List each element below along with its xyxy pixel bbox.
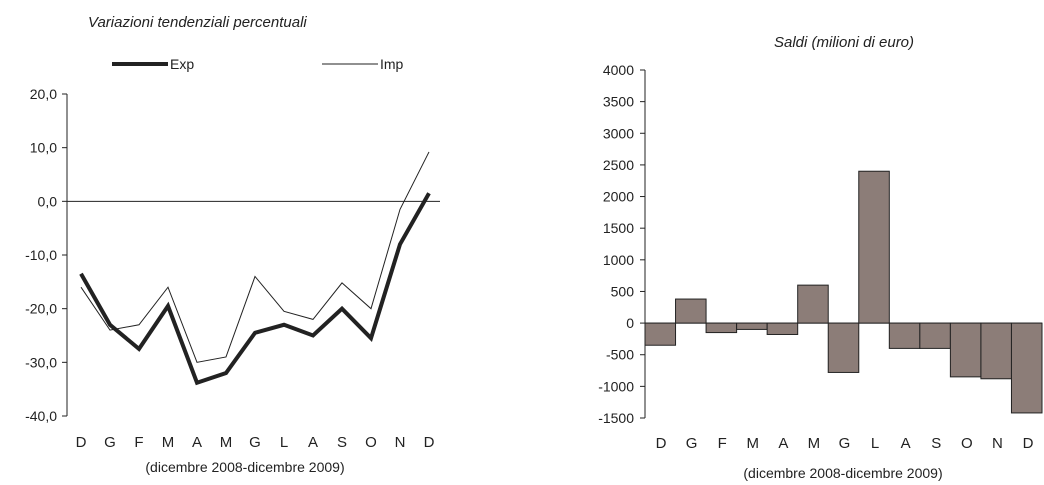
line-chart-x-tick-label: G — [249, 434, 261, 451]
bar — [888, 322, 921, 349]
line-chart-axes — [66, 94, 440, 416]
line-chart-x-tick-label: G — [104, 434, 116, 451]
bar — [675, 298, 707, 324]
line-chart-x-tick-label: M — [162, 434, 175, 451]
bar-chart-title: Saldi (milioni di euro) — [774, 34, 914, 51]
bar-chart-x-tick-label: A — [901, 435, 911, 452]
line-chart-x-tick-label: O — [365, 434, 377, 451]
line-chart-series — [79, 151, 431, 386]
line-chart-x-tick-label: F — [134, 434, 143, 451]
line-chart-y-ticks: 20,0 10,0 0,0 -10,0 -20,0 -30,0 -40,0 — [25, 86, 67, 424]
bar — [766, 322, 799, 335]
bar-chart-x-tick-label: N — [992, 435, 1003, 452]
bar-chart-y-tick-label: 500 — [611, 283, 635, 299]
bar-chart-y-tick-label: 2000 — [603, 189, 634, 205]
legend-imp-label: Imp — [380, 56, 404, 72]
series-line-imp — [80, 151, 430, 363]
line-chart-title: Variazioni tendenziali percentuali — [88, 14, 307, 31]
bar-chart-y-tick-label: 3000 — [603, 125, 634, 141]
bar-chart-y-ticks: 4000 3500 3000 2500 2000 1500 1000 500 0 -500 -100… — [598, 62, 645, 426]
line-chart-y-tick-label: 20,0 — [30, 86, 57, 102]
line-chart-x-tick-label: S — [337, 434, 347, 451]
bar-chart-x-tick-label: S — [931, 435, 941, 452]
bar — [1010, 322, 1043, 414]
bar-chart-x-tick-label: D — [1023, 435, 1034, 452]
bar — [980, 322, 1012, 380]
bar-chart-y-tick-label: 2500 — [603, 157, 634, 173]
line-chart-x-tick-label: M — [220, 434, 233, 451]
bar-chart-x-tick-label: G — [839, 435, 851, 452]
bar-chart-y-tick-label: 4000 — [603, 62, 634, 78]
bar-chart-bars — [644, 170, 1043, 414]
bar-chart-x-label: (dicembre 2008-dicembre 2009) — [743, 465, 942, 481]
line-chart-y-tick-label: -40,0 — [25, 408, 57, 424]
bar-chart-y-tick-label: 1000 — [603, 252, 634, 268]
bar-chart-y-tick-label: -500 — [606, 347, 634, 363]
bar-chart-x-tick-label: O — [961, 435, 973, 452]
line-chart-x-tick-label: L — [280, 434, 288, 451]
bar-chart-x-tick-label: F — [718, 435, 727, 452]
line-chart: Variazioni tendenziali percentuali Exp I… — [25, 14, 440, 475]
line-chart-y-tick-label: 0,0 — [38, 193, 58, 209]
bar-chart-x-tick-label: G — [686, 435, 698, 452]
bar-chart: Saldi (milioni di euro) 4000 3500 3000 2500… — [598, 34, 1043, 481]
bar-chart-x-tick-label: A — [778, 435, 788, 452]
bar-chart-x-tick-label: M — [808, 435, 821, 452]
line-chart-x-tick-label: D — [424, 434, 435, 451]
line-chart-y-tick-label: 10,0 — [30, 140, 57, 156]
series-line-exp — [79, 192, 431, 386]
line-chart-x-label: (dicembre 2008-dicembre 2009) — [145, 459, 344, 475]
bar-chart-y-tick-label: 1500 — [603, 220, 634, 236]
line-chart-y-tick-label: -30,0 — [25, 354, 57, 370]
bar-chart-y-tick-label: -1000 — [598, 378, 634, 394]
bar — [736, 322, 768, 330]
line-chart-x-tick-label: N — [395, 434, 406, 451]
bar — [705, 322, 738, 334]
bar — [797, 284, 829, 324]
bar-chart-x-tick-label: M — [747, 435, 760, 452]
bar-chart-y-tick-label: 0 — [626, 315, 634, 331]
line-chart-x-tick-label: A — [308, 434, 318, 451]
line-chart-legend: Exp Imp — [112, 56, 404, 72]
line-chart-x-tick-label: D — [76, 434, 87, 451]
legend-exp-label: Exp — [170, 56, 194, 72]
bar — [827, 322, 860, 373]
line-chart-y-tick-label: -20,0 — [25, 301, 57, 317]
bar-chart-y-tick-label: 3500 — [603, 94, 634, 110]
bar-chart-x-tick-label: L — [871, 435, 879, 452]
bar — [644, 322, 677, 346]
bar-chart-y-tick-label: -1500 — [598, 410, 634, 426]
line-chart-x-tick-label: A — [192, 434, 202, 451]
bar — [949, 322, 982, 378]
line-chart-y-tick-label: -10,0 — [25, 247, 57, 263]
bar-chart-x-tick-label: D — [656, 435, 667, 452]
bar — [858, 170, 890, 324]
bar — [919, 322, 951, 349]
